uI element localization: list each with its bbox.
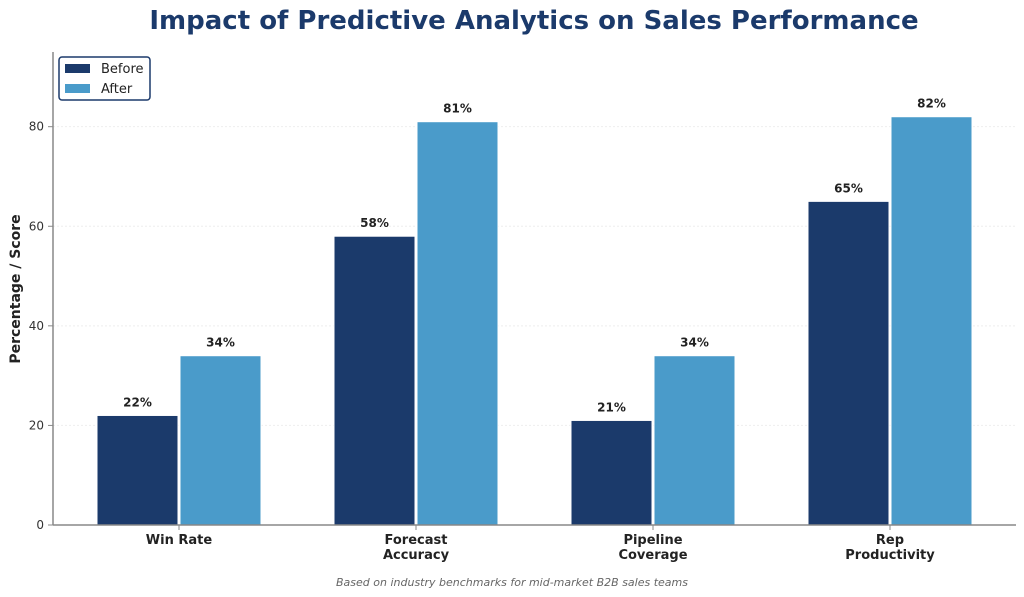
x-ticks: Win Rate Forecast Accuracy Pipeline Coverage… <box>146 525 935 563</box>
y-axis-label: Percentage / Score <box>8 214 24 363</box>
data-label: 82% <box>917 97 946 111</box>
y-tick-label: 20 <box>29 418 44 432</box>
footnote: Based on industry benchmarks for mid-mar… <box>336 576 688 589</box>
x-tick-label: Rep Productivity <box>845 533 935 563</box>
bar-after <box>653 355 736 526</box>
y-tick-label: 0 <box>36 518 44 532</box>
legend-label-before: Before <box>101 62 144 77</box>
bar-after <box>890 116 973 526</box>
legend: Before After <box>58 56 151 101</box>
y-tick-label: 80 <box>29 120 44 134</box>
legend-swatch-before <box>65 64 90 73</box>
bar-before <box>570 419 653 526</box>
x-tick-label: Pipeline Coverage <box>618 533 687 563</box>
bar-after <box>416 121 499 526</box>
y-tick-label: 40 <box>29 319 44 333</box>
data-label: 65% <box>834 181 863 195</box>
data-label: 81% <box>443 102 472 116</box>
chart-title: Impact of Predictive Analytics on Sales … <box>149 6 918 36</box>
bar-after <box>179 355 262 526</box>
bar-before <box>96 414 179 526</box>
data-label: 58% <box>360 216 389 230</box>
data-label: 34% <box>206 336 235 350</box>
legend-label-after: After <box>101 82 133 97</box>
bar-before <box>807 200 890 526</box>
x-tick-label: Win Rate <box>146 533 213 548</box>
x-tick-label: Forecast Accuracy <box>383 533 450 563</box>
bar-before <box>333 235 416 526</box>
y-ticks: 0 20 40 60 80 <box>29 120 53 532</box>
axes <box>52 52 1016 526</box>
data-label: 22% <box>123 395 152 409</box>
data-label: 21% <box>597 400 626 414</box>
y-tick-label: 60 <box>29 219 44 233</box>
legend-swatch-after <box>65 84 90 93</box>
bars: 22% 34% 58% 81% 21% 34% 65% 82% <box>96 97 973 526</box>
data-label: 34% <box>680 336 709 350</box>
